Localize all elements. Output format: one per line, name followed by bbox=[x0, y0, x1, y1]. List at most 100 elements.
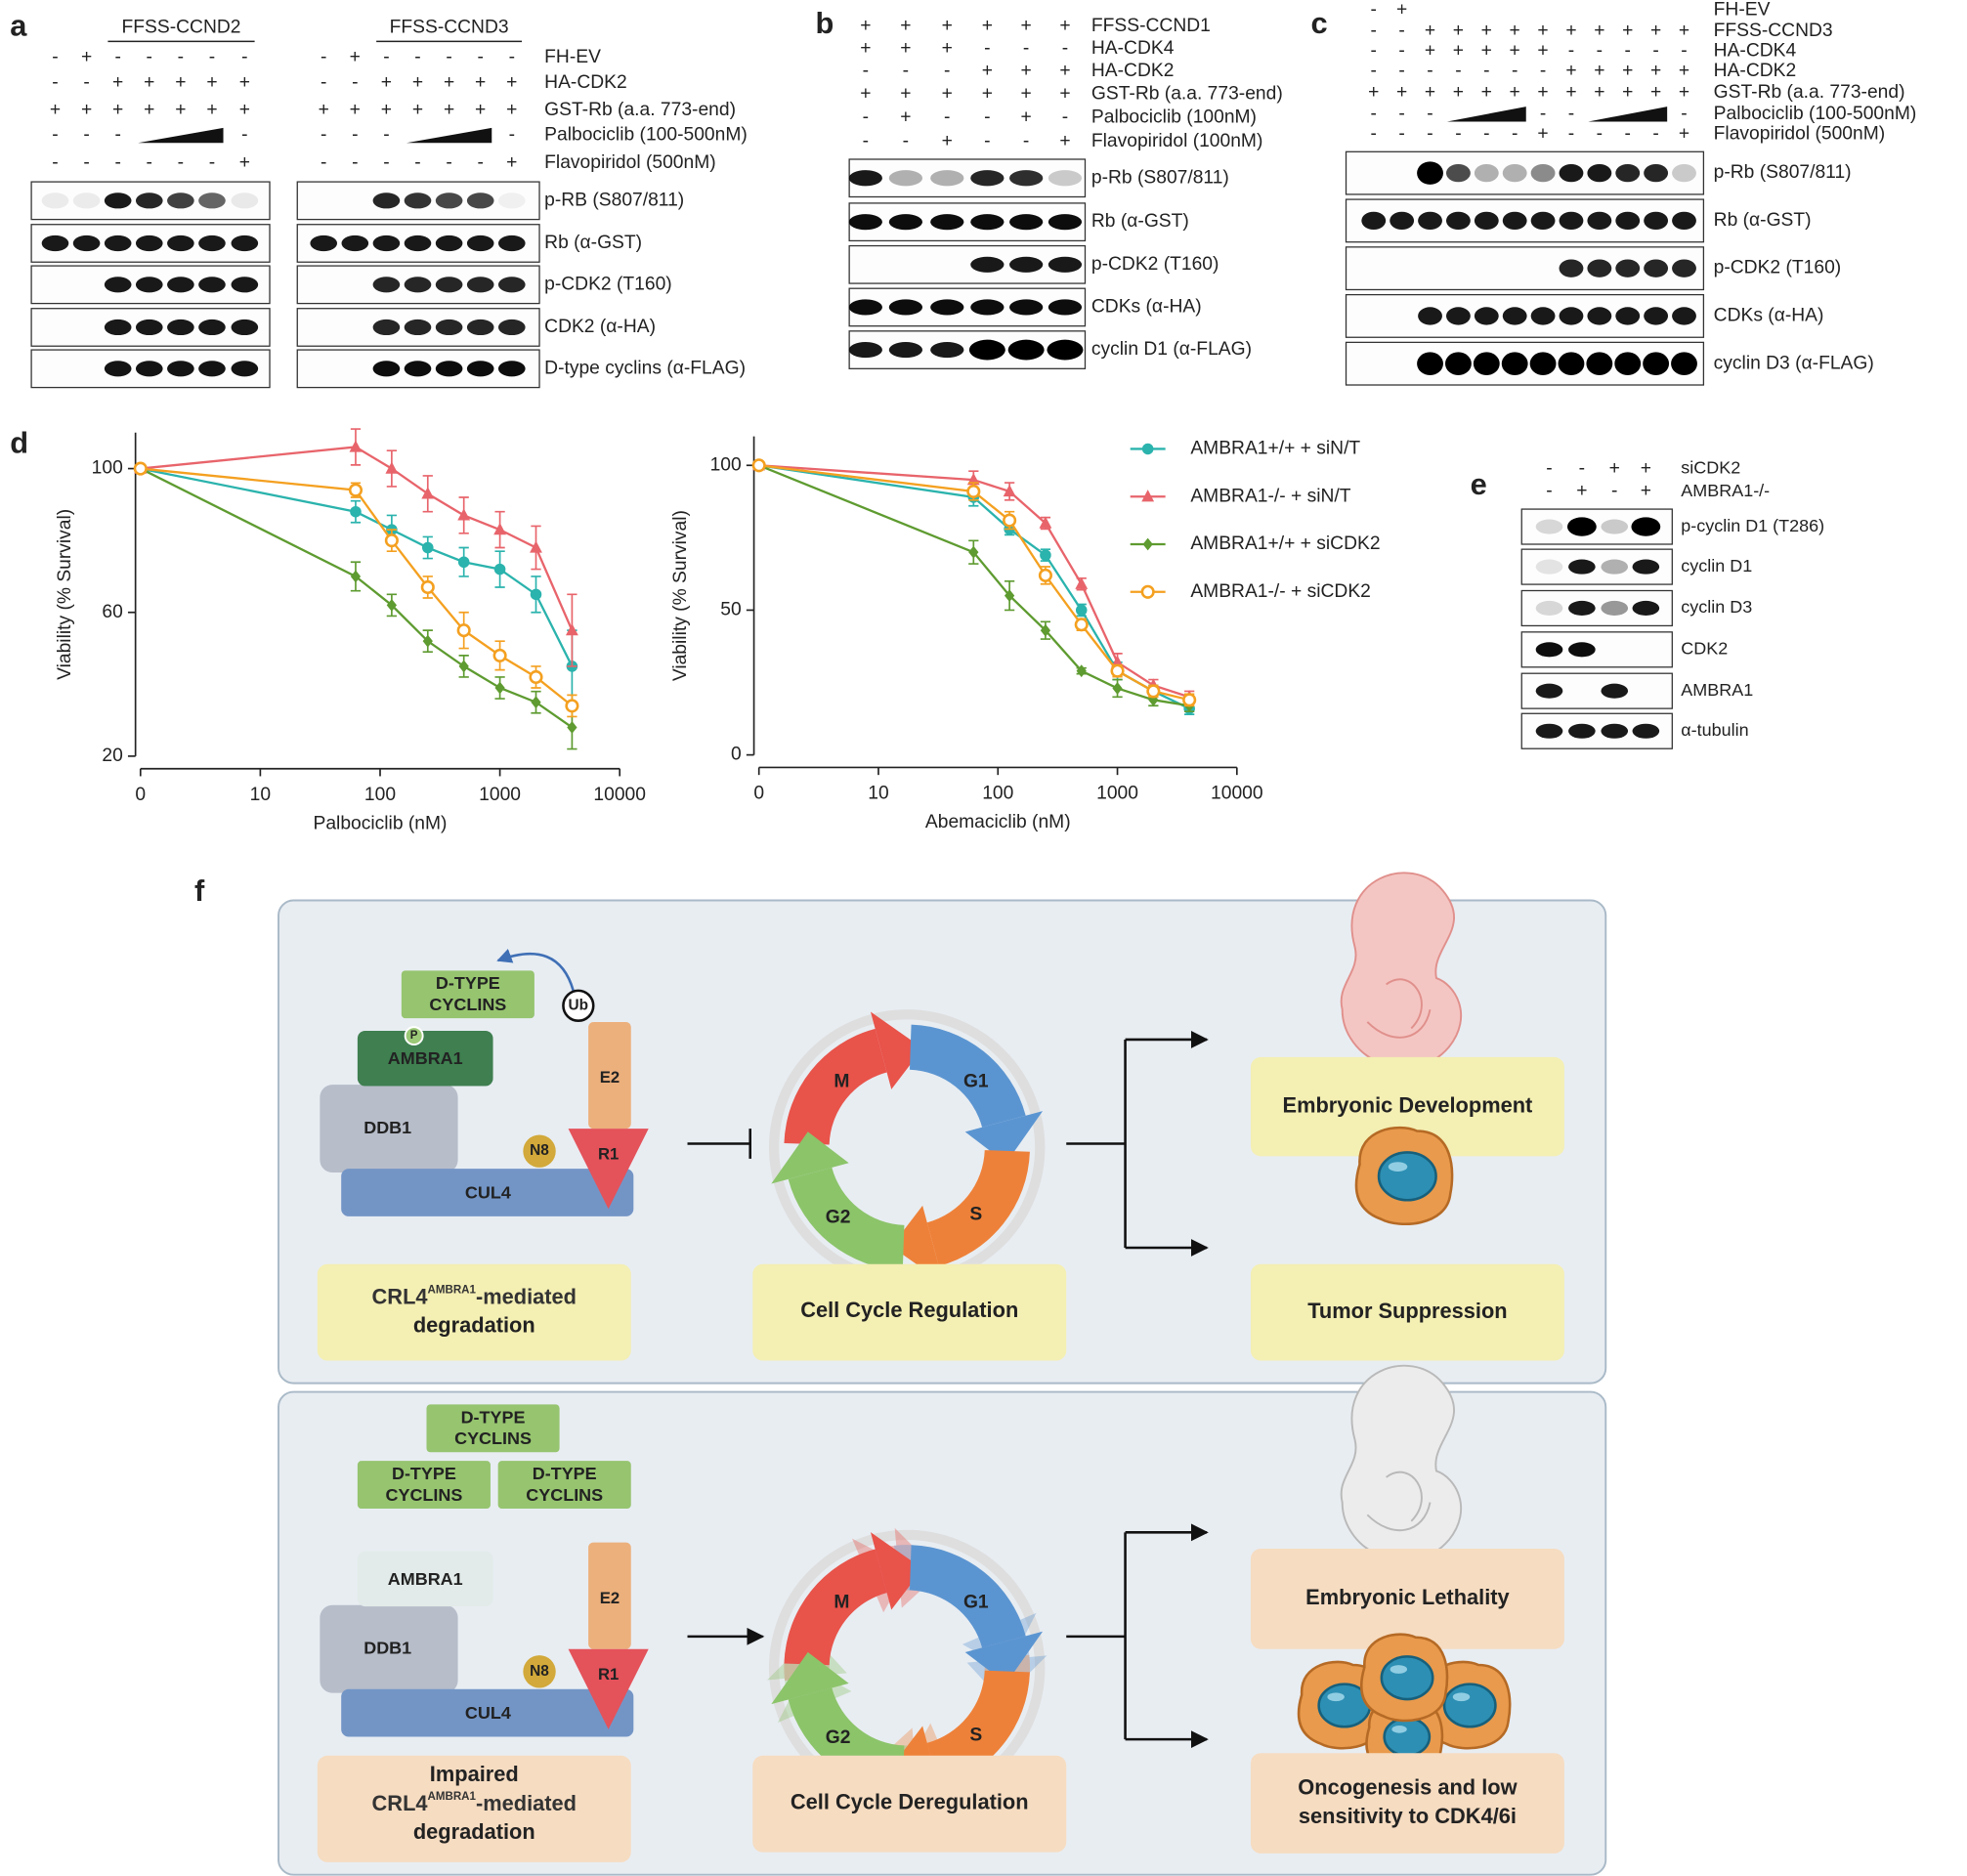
band bbox=[135, 361, 163, 377]
lane-sign: + bbox=[1021, 61, 1032, 81]
lane-sign: - bbox=[52, 47, 58, 67]
cycle-arrowhead bbox=[870, 1532, 923, 1610]
row-label: cyclin D3 (α-FLAG) bbox=[1714, 353, 1874, 373]
lane-sign: + bbox=[1576, 481, 1587, 501]
diagram-text: DDB1 bbox=[363, 1118, 411, 1137]
band bbox=[1614, 352, 1642, 375]
band bbox=[1418, 211, 1442, 231]
lane-sign: - bbox=[509, 47, 515, 67]
cycle-arrow bbox=[926, 1150, 1030, 1266]
lane-sign: - bbox=[383, 152, 389, 173]
row-label: D-type cyclins (α-FLAG) bbox=[544, 358, 746, 378]
x-tick-label: 10 bbox=[868, 783, 888, 803]
diagram-text: R1 bbox=[598, 1665, 619, 1684]
band bbox=[167, 277, 194, 293]
band bbox=[231, 277, 259, 293]
lane-sign: - bbox=[1427, 123, 1432, 144]
band bbox=[1586, 352, 1613, 375]
outcome-box bbox=[1250, 1263, 1564, 1361]
lane-sign: + bbox=[319, 100, 329, 120]
lane-sign: - bbox=[83, 125, 89, 146]
lane-sign: + bbox=[506, 72, 517, 93]
lane-sign: - bbox=[52, 72, 58, 93]
data-point bbox=[1075, 576, 1089, 589]
data-point bbox=[457, 556, 470, 569]
lane-sign: - bbox=[241, 125, 247, 146]
band bbox=[1048, 299, 1083, 316]
band bbox=[1501, 352, 1528, 375]
band bbox=[970, 256, 1005, 273]
data-point bbox=[1076, 664, 1087, 678]
band bbox=[435, 319, 463, 336]
band bbox=[1568, 600, 1596, 617]
lane-sign: - bbox=[321, 72, 326, 93]
e2 bbox=[588, 1542, 631, 1649]
ambra1 bbox=[357, 1551, 493, 1607]
e2 bbox=[588, 1021, 631, 1130]
panel-label: e bbox=[1471, 467, 1487, 501]
band bbox=[1502, 211, 1527, 231]
band bbox=[1601, 600, 1629, 617]
caption-part: -mediated bbox=[476, 1791, 577, 1815]
band bbox=[970, 214, 1005, 231]
lane-sign: + bbox=[1453, 82, 1464, 103]
band bbox=[167, 192, 194, 209]
diagram-text: G2 bbox=[826, 1727, 851, 1748]
band bbox=[104, 192, 132, 209]
x-tick-label: 10000 bbox=[593, 785, 646, 805]
lane-sign: + bbox=[1650, 21, 1661, 41]
lane-sign: - bbox=[1540, 104, 1546, 124]
blot-frame bbox=[1520, 589, 1673, 627]
band bbox=[1390, 211, 1415, 231]
blot-frame bbox=[848, 202, 1087, 242]
series-line bbox=[758, 464, 1190, 707]
blot-frame bbox=[848, 287, 1087, 327]
lane-sign: + bbox=[412, 100, 423, 120]
panel-box bbox=[278, 899, 1607, 1385]
band bbox=[198, 192, 226, 209]
data-point bbox=[348, 483, 363, 497]
diagram-text: D-TYPE bbox=[436, 973, 500, 993]
diagram-text: E2 bbox=[600, 1068, 620, 1087]
rbx1 bbox=[568, 1129, 649, 1210]
lane-sign: - bbox=[446, 47, 451, 67]
legend-label: AMBRA1-/- + siCDK2 bbox=[1190, 581, 1371, 602]
band bbox=[1445, 352, 1472, 375]
band bbox=[41, 234, 69, 252]
diagram-text: S bbox=[969, 1725, 982, 1745]
band bbox=[1530, 307, 1556, 325]
lane-sign: - bbox=[903, 61, 909, 81]
band bbox=[404, 277, 432, 293]
lane-sign: + bbox=[942, 83, 953, 104]
lane-sign: - bbox=[1398, 61, 1404, 81]
lane-sign: + bbox=[1425, 21, 1435, 41]
band bbox=[1631, 517, 1661, 536]
ddb1 bbox=[320, 1085, 458, 1172]
band bbox=[231, 319, 259, 336]
band bbox=[104, 234, 132, 252]
band bbox=[1361, 211, 1387, 231]
diagram-text: M bbox=[834, 1072, 849, 1092]
lane-sign: - bbox=[352, 152, 358, 173]
lane-sign: - bbox=[321, 152, 326, 173]
cyclin-box bbox=[497, 1461, 631, 1509]
band bbox=[435, 277, 463, 293]
band bbox=[72, 192, 101, 209]
lane-sign: + bbox=[1453, 41, 1464, 62]
lane-sign: - bbox=[1652, 41, 1658, 62]
band bbox=[1672, 163, 1696, 183]
band bbox=[1615, 211, 1641, 231]
row-label: p-CDK2 (T160) bbox=[1091, 254, 1219, 275]
data-point bbox=[531, 696, 541, 709]
lane-sign: + bbox=[350, 100, 361, 120]
lane-sign: + bbox=[444, 100, 454, 120]
x-tick-label: 0 bbox=[135, 785, 146, 805]
row-label: AMBRA1 bbox=[1681, 680, 1753, 700]
band bbox=[1632, 600, 1660, 617]
lane-sign: + bbox=[1679, 61, 1689, 81]
inhibition bbox=[687, 1129, 751, 1159]
row-label: HA-CDK2 bbox=[1091, 61, 1175, 81]
lane-sign: - bbox=[383, 125, 389, 146]
lane-sign: + bbox=[239, 72, 250, 93]
band bbox=[404, 192, 432, 209]
